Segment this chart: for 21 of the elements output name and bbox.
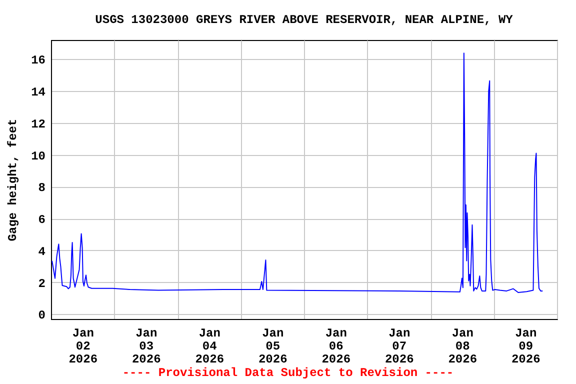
y-tick-label: 16 [31,54,46,68]
x-tick-label: Jan 03 2026 [132,326,161,366]
y-tick-label: 4 [38,244,46,259]
x-tick-label: Jan 05 2026 [258,326,288,366]
x-tick-label: Jan 09 2026 [511,326,540,366]
x-tick-label: Jan 07 2026 [384,326,414,366]
x-tick-label: Jan 04 2026 [195,326,224,366]
text: ---- Provisional Data Subject to Revision ---- [121,366,455,380]
y-tick-label: 14 [31,86,46,100]
y-tick-label: 6 [38,213,46,228]
y-tick-label: 12 [31,117,46,132]
chart-title: USGS 13023000 GREYS RIVER ABOVE RESERVOIR, NEAR ALPINE, WY [95,13,514,27]
y-tick-label: 8 [38,181,46,196]
y-tick-label: 2 [38,276,46,291]
x-tick-label: Jan 06 2026 [322,326,351,366]
y-tick-label: 0 [38,308,46,323]
x-tick-label: Jan 08 2026 [448,326,478,366]
x-tick-label: Jan 02 2026 [68,326,98,366]
line-series [52,52,544,294]
y-axis-title: Gage height, feet [6,118,20,242]
y-tick-label: 10 [31,149,46,164]
